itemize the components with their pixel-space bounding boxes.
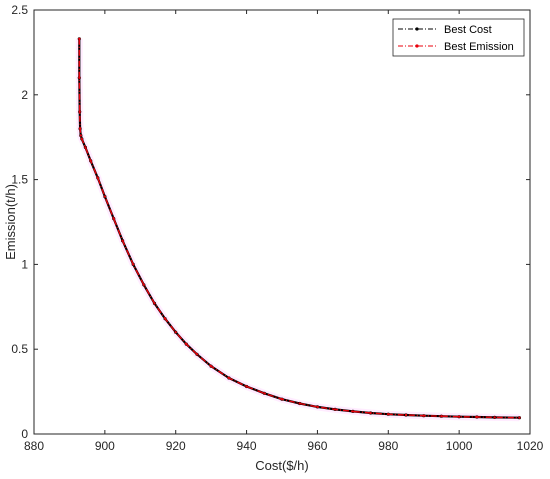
x-tick-label: 900: [95, 439, 115, 453]
point-best-emission: [121, 239, 124, 242]
point-best-emission: [80, 137, 84, 141]
x-axis-label: Cost($/h): [255, 458, 308, 473]
point-best-emission: [227, 376, 231, 380]
legend: Best Cost Best Emission: [392, 18, 525, 57]
point-best-emission: [78, 127, 82, 130]
y-tick-label: 1: [21, 257, 28, 271]
y-tick-label: 0: [21, 427, 28, 441]
point-best-emission: [103, 195, 107, 198]
point-best-emission: [84, 146, 87, 149]
series-layer: [75, 37, 522, 422]
point-best-emission: [245, 385, 248, 388]
y-tick-label: 2: [21, 88, 28, 102]
point-best-emission: [132, 263, 135, 266]
legend-best-cost-label: Best Cost: [444, 24, 492, 36]
point-best-emission: [387, 413, 390, 416]
y-axis: 0 0.5 1 1.5 2 2.5: [11, 3, 530, 441]
point-best-emission: [493, 416, 496, 419]
x-tick-label: 1020: [517, 439, 544, 453]
point-best-emission: [185, 342, 188, 346]
point-best-emission: [96, 176, 100, 180]
x-axis: 880 900 920 940 960 980 1000 1020: [24, 10, 544, 453]
point-best-emission: [369, 411, 372, 415]
point-best-emission: [78, 76, 81, 80]
legend-best-emission-marker: [415, 44, 419, 48]
point-best-emission: [404, 413, 408, 417]
y-axis-label: Emission(t/h): [3, 184, 18, 260]
legend-box: [392, 18, 525, 57]
point-best-emission: [78, 37, 81, 40]
point-best-emission: [280, 398, 284, 401]
legend-best-cost-marker: [415, 27, 419, 31]
point-best-emission: [112, 217, 115, 220]
point-best-emission: [440, 415, 443, 418]
plot-area: [33, 9, 531, 435]
y-tick-label: 0.5: [11, 342, 28, 356]
y-tick-label: 2.5: [11, 3, 28, 17]
y-tick-label: 1.5: [11, 173, 28, 187]
point-best-emission: [209, 365, 213, 368]
x-tick-label: 920: [166, 439, 186, 453]
point-best-emission: [89, 159, 92, 163]
point-best-emission: [195, 353, 199, 356]
point-best-emission: [78, 110, 81, 114]
point-best-emission: [475, 415, 479, 419]
point-best-emission: [153, 302, 156, 305]
point-best-emission: [174, 331, 177, 334]
point-best-emission: [457, 415, 461, 418]
point-best-emission: [263, 392, 266, 395]
point-best-emission: [518, 416, 521, 419]
point-best-emission: [333, 408, 337, 411]
x-tick-label: 980: [378, 439, 398, 453]
point-best-emission: [163, 317, 167, 320]
point-best-emission: [316, 405, 319, 409]
point-best-emission: [79, 134, 83, 137]
x-tick-label: 1000: [446, 439, 473, 453]
legend-best-emission-label: Best Emission: [444, 41, 514, 53]
x-tick-label: 960: [307, 439, 327, 453]
x-tick-label: 880: [24, 439, 44, 453]
point-best-emission: [351, 410, 355, 413]
point-best-emission: [298, 402, 301, 405]
point-best-emission: [142, 283, 145, 286]
point-best-emission: [422, 414, 425, 417]
x-tick-label: 940: [237, 439, 257, 453]
